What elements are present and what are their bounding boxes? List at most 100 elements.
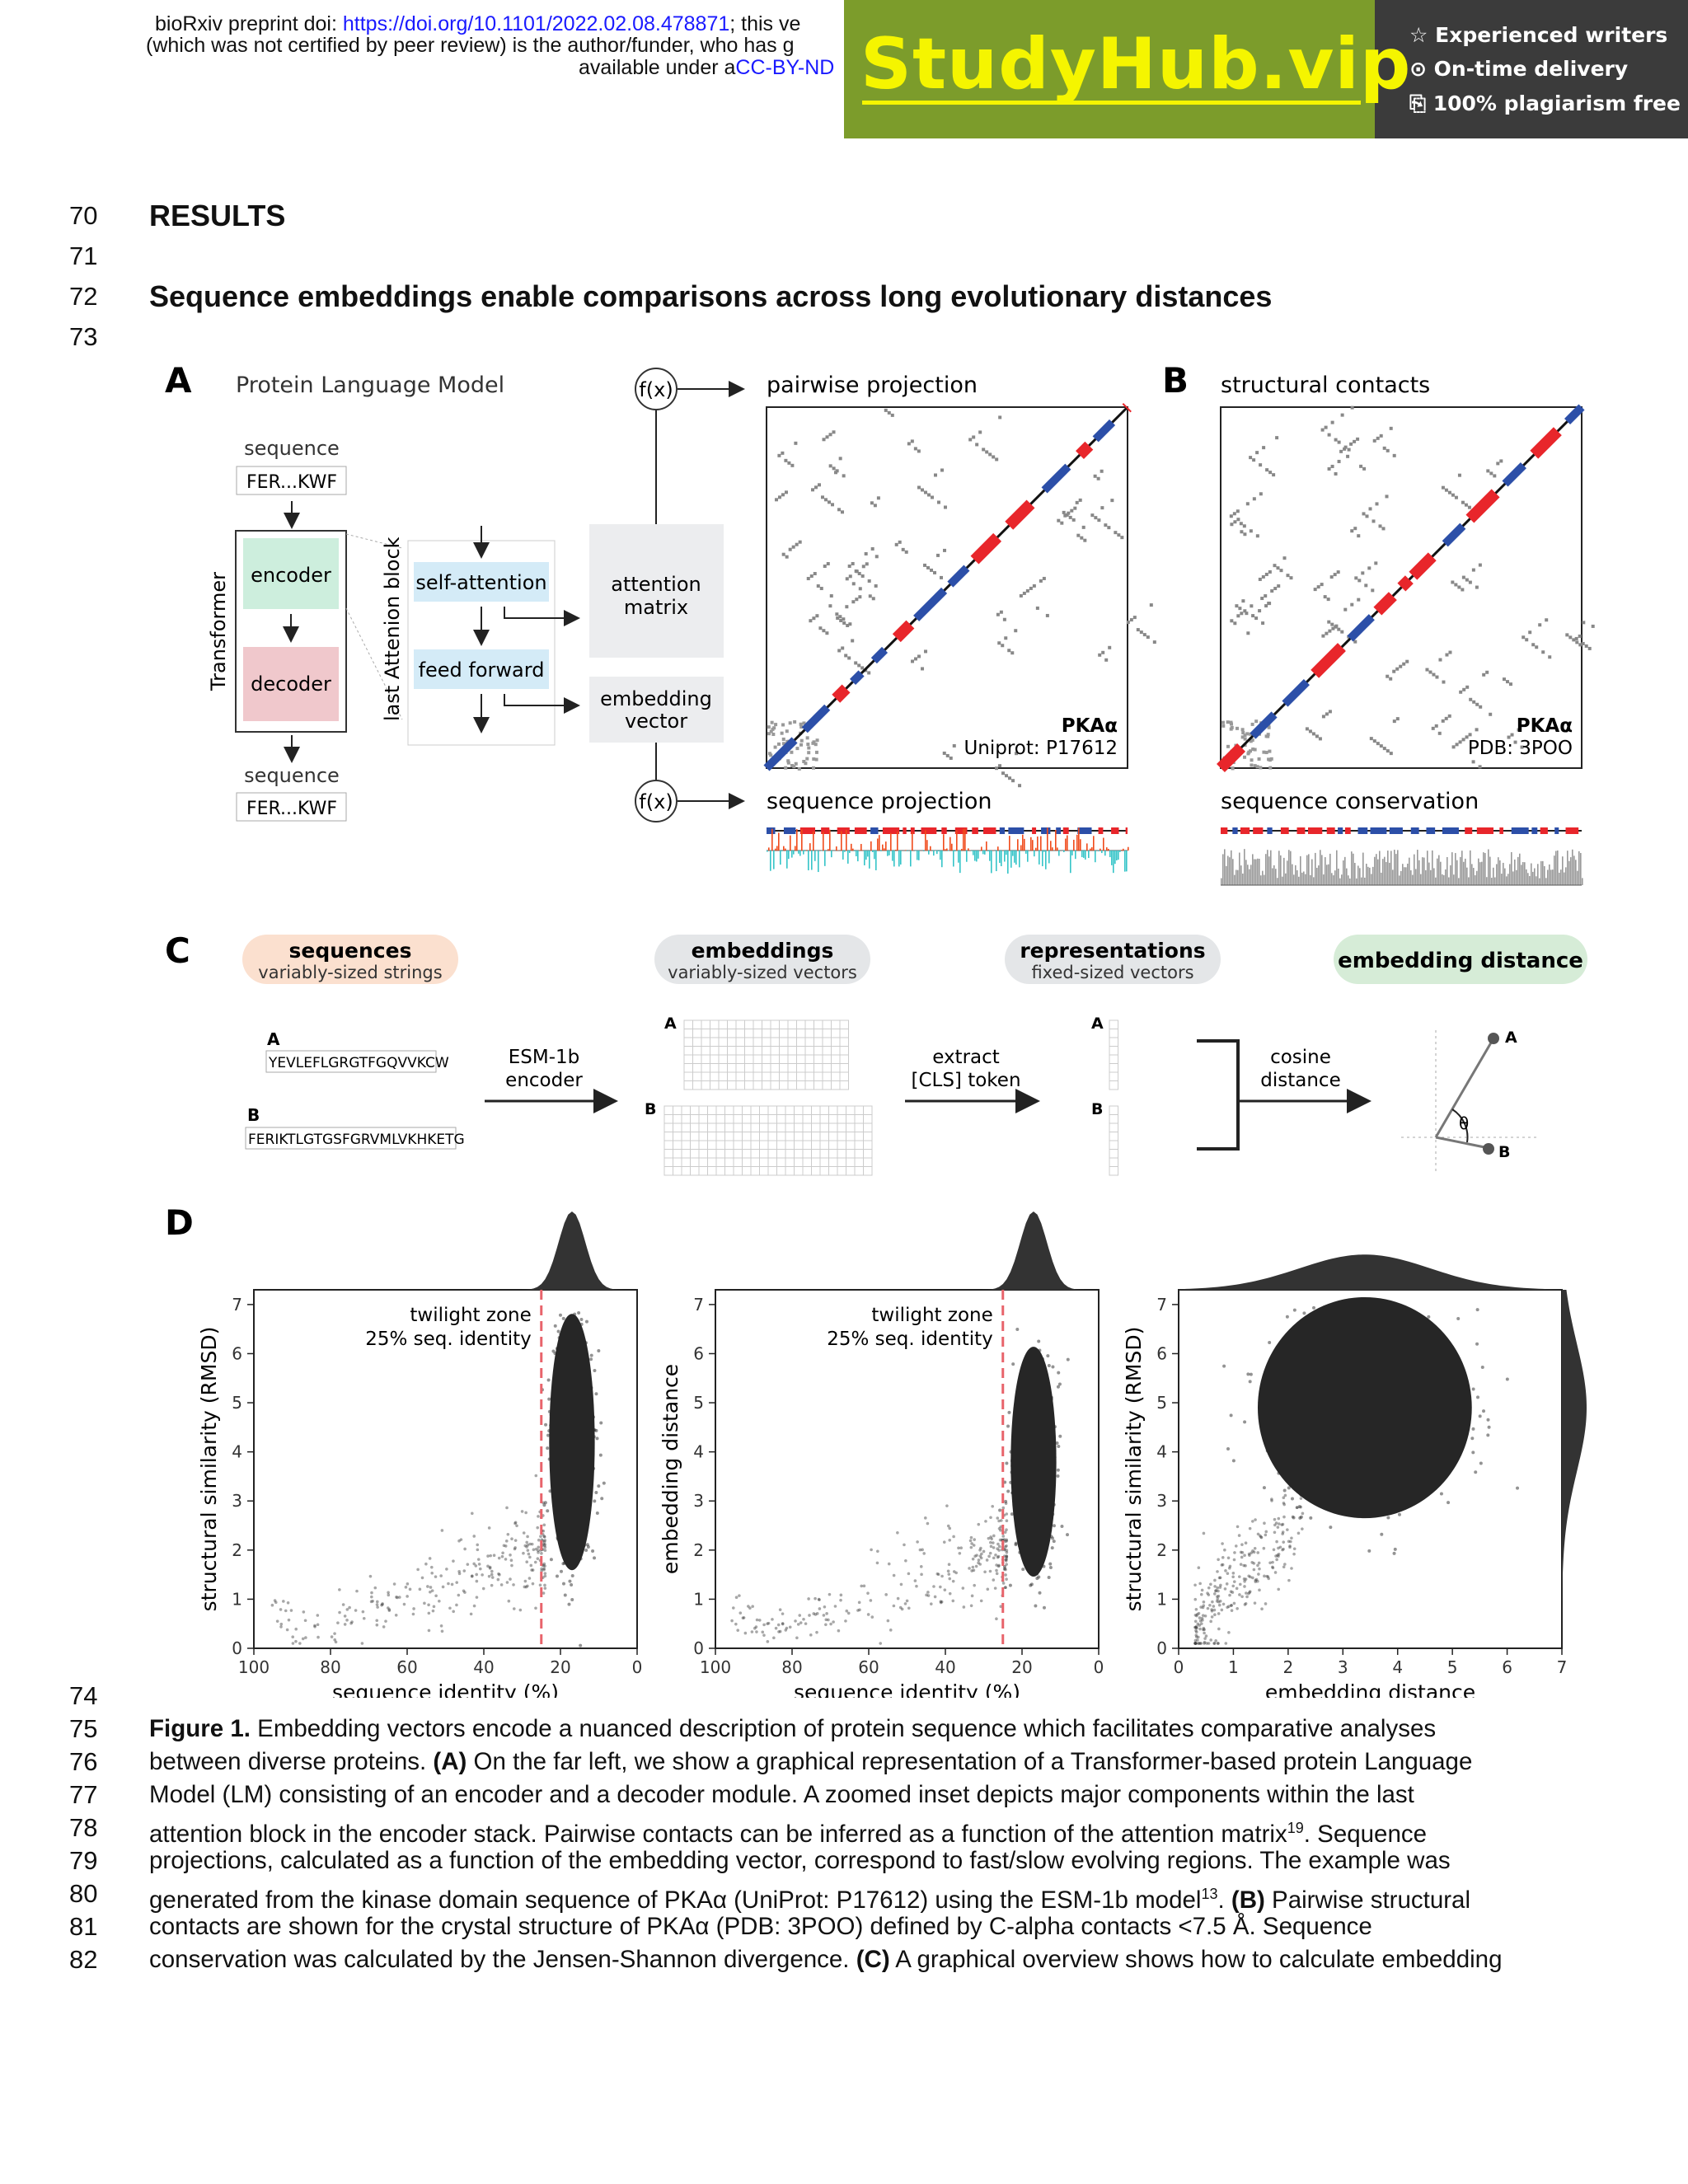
scatter-point <box>531 1582 535 1586</box>
scatter-point <box>781 1622 785 1626</box>
scatter-point <box>1227 1631 1231 1634</box>
ss-segment <box>1267 827 1273 834</box>
dense-cluster <box>1010 1347 1057 1577</box>
contact-dot <box>1435 675 1439 679</box>
contact-dot <box>1448 650 1452 654</box>
scatter-point <box>490 1583 494 1587</box>
scatter-point <box>567 1602 571 1606</box>
scatter-point <box>1470 1436 1475 1441</box>
scatter-point <box>1193 1619 1198 1624</box>
contact-dot <box>1243 609 1247 613</box>
scatter-point <box>1194 1626 1198 1629</box>
doi-link[interactable]: https://doi.org/10.1101/2022.02.08.47887… <box>342 12 730 35</box>
scatter-point <box>1270 1499 1273 1502</box>
embedding-cell <box>770 1071 780 1081</box>
scatter-point <box>1299 1497 1303 1500</box>
conservation-bar <box>1519 853 1521 885</box>
scatter-point <box>1288 1545 1292 1549</box>
projection-bar <box>945 849 946 851</box>
scatter-point <box>499 1583 504 1586</box>
scatter-point <box>738 1594 741 1597</box>
contact-dot <box>873 504 877 508</box>
contact-dot <box>1541 650 1545 654</box>
scatter-point <box>542 1540 546 1544</box>
studyhub-ad-banner[interactable]: StudyHub.vip ☆ Experienced writers ⊙ On-… <box>844 0 1688 138</box>
conservation-bar <box>1303 871 1305 885</box>
scatter-point <box>748 1606 752 1610</box>
embedding-cell <box>776 1140 786 1150</box>
ss-segment <box>1098 827 1104 834</box>
scatter-point <box>1193 1583 1197 1587</box>
section-heading: RESULTS <box>149 199 286 232</box>
embedding-cell <box>804 1019 814 1029</box>
scatter-point <box>504 1558 508 1561</box>
scatter-point <box>1217 1603 1221 1607</box>
projection-bar <box>968 848 969 851</box>
conservation-bar <box>1443 874 1445 885</box>
ss-segment <box>1370 827 1387 834</box>
ss-segment <box>1357 827 1368 834</box>
scatter-point <box>985 1558 989 1562</box>
contact-dot <box>1575 640 1579 644</box>
scatter-point <box>338 1610 341 1615</box>
embedding-cell <box>831 1054 841 1064</box>
y-tick-label: 1 <box>232 1589 242 1609</box>
contact-dot <box>1071 518 1076 522</box>
embedding-cell <box>828 1122 838 1132</box>
contact-dot <box>1279 569 1283 573</box>
scatter-point <box>929 1602 933 1605</box>
contact-dot <box>814 757 818 762</box>
license-link[interactable]: CC-BY-ND <box>735 56 835 79</box>
conservation-bar <box>1254 859 1255 885</box>
contact-dot <box>1471 568 1475 572</box>
scatter-point <box>1193 1642 1198 1645</box>
embedding-cell <box>718 1054 728 1064</box>
projection-bar <box>978 851 979 859</box>
ss-segment <box>954 827 968 834</box>
scatter-point <box>892 1604 896 1608</box>
conservation-bar <box>1353 853 1354 885</box>
contact-dot <box>781 493 785 497</box>
projection-bar <box>865 851 867 860</box>
scatter-point <box>1298 1516 1302 1520</box>
contact-dot <box>1581 641 1585 645</box>
caption-line: contacts are shown for the crystal struc… <box>149 1910 1372 1943</box>
contact-dot <box>851 582 856 586</box>
contact-dot <box>907 442 911 446</box>
embedding-cell <box>819 1166 829 1176</box>
scatter-point <box>997 1519 1001 1523</box>
scatter-point <box>1245 1595 1249 1599</box>
conservation-bar <box>1562 856 1564 885</box>
projection-bar <box>912 832 913 851</box>
scatter-point <box>766 1622 769 1626</box>
scatter-point <box>900 1607 904 1611</box>
scatter-point <box>1480 1365 1484 1369</box>
embedding-cell <box>776 1132 786 1141</box>
scatter-point <box>1229 1413 1233 1418</box>
conservation-bar <box>1341 874 1343 885</box>
embedding-cell <box>796 1037 806 1047</box>
contact-dot <box>1136 628 1140 632</box>
embedding-cell <box>846 1157 856 1167</box>
scatter-point <box>595 1511 599 1515</box>
scatter-point <box>1231 1571 1236 1575</box>
embedding-cell <box>1109 1140 1118 1150</box>
contact-dot <box>799 738 804 743</box>
x-tick-label: 40 <box>935 1657 955 1677</box>
scatter-point <box>1202 1626 1206 1630</box>
projection-bar <box>1042 851 1043 867</box>
embedding-cell <box>831 1037 841 1047</box>
contact-dot <box>1245 612 1249 616</box>
scatter-point <box>594 1392 598 1396</box>
scatter-point <box>742 1616 746 1619</box>
contact-dot <box>1346 454 1350 458</box>
contact-dot <box>807 751 811 755</box>
embedding-cell <box>759 1166 769 1176</box>
contact-dot <box>1230 523 1234 527</box>
scatter-point <box>1193 1642 1198 1645</box>
scatter-point <box>1194 1629 1198 1633</box>
scatter-point <box>892 1573 896 1577</box>
contact-dot <box>1337 459 1341 463</box>
scatter-point <box>537 1545 541 1549</box>
